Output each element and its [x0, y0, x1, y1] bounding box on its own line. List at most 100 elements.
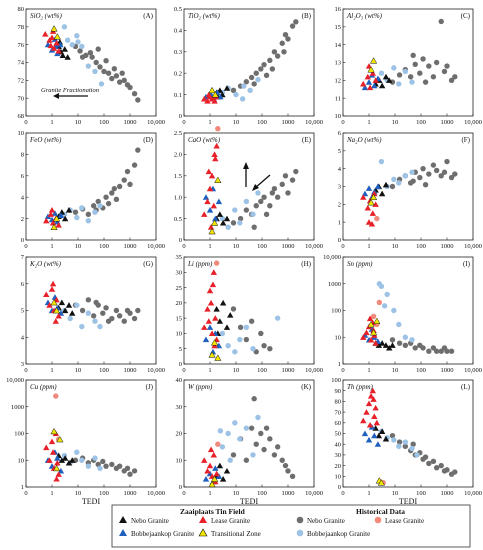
y-tick-label: 100	[331, 377, 341, 384]
y-tick-label: 0	[338, 484, 341, 491]
data-point	[116, 183, 123, 190]
data-point	[53, 39, 60, 46]
data-point	[121, 318, 127, 324]
data-point	[109, 75, 115, 82]
data-point	[43, 291, 50, 298]
data-point	[230, 306, 237, 312]
series-historical-lease-granite	[215, 126, 221, 132]
data-point	[420, 165, 426, 172]
y-tick-label: 1.5	[174, 173, 182, 180]
data-point	[219, 475, 227, 482]
legend-field-title: Zaaiplaats Tin Field	[180, 507, 246, 516]
y-tick-label: 25	[176, 285, 183, 292]
data-point	[216, 462, 224, 469]
data-point	[371, 82, 378, 89]
data-point	[100, 458, 106, 465]
y-tick-label: 68	[18, 113, 25, 120]
y-tick-label: 2.5	[174, 130, 182, 137]
data-point	[285, 36, 291, 42]
y-tick-label: 10	[335, 113, 342, 120]
data-point	[378, 428, 386, 434]
x-tick-label: 10,000	[305, 119, 323, 126]
y-tick-label: 10	[176, 331, 183, 338]
y-tick-label: 78	[18, 24, 25, 31]
data-point	[50, 427, 58, 435]
panel-variable-label: Li (ppm)	[187, 260, 213, 268]
series-field-transitional-zone	[208, 475, 219, 488]
data-point	[208, 351, 216, 358]
data-point	[44, 213, 52, 220]
data-point	[367, 393, 375, 399]
data-point	[85, 310, 92, 316]
data-point	[402, 334, 409, 340]
data-point	[375, 432, 383, 439]
data-point	[361, 84, 369, 91]
data-point	[58, 209, 66, 215]
data-point	[370, 313, 377, 320]
data-point	[369, 193, 378, 201]
panel-k: 0 10 20 30 40 0 1 10 100 1000 10,000 W (ppm) (K) TEDI	[176, 377, 323, 506]
x-tick-label: 1	[367, 490, 370, 497]
data-point	[267, 203, 273, 209]
y-tick-label: 6	[21, 281, 25, 288]
x-tick-label: 0	[341, 243, 344, 250]
series-field-nebo-granite	[55, 299, 76, 316]
x-tick-label: 100	[99, 119, 109, 126]
data-point	[243, 336, 250, 343]
data-point	[430, 458, 437, 465]
data-point	[258, 430, 264, 437]
series-field-lease-granite	[360, 63, 379, 91]
data-point	[215, 126, 221, 132]
data-point	[422, 182, 429, 188]
data-point	[202, 475, 210, 482]
data-point	[211, 342, 218, 349]
data-point	[74, 449, 80, 455]
data-point	[135, 97, 141, 103]
legend-marker-lease-hist	[374, 516, 382, 524]
series-historical-bobbejaankop-granite	[376, 281, 415, 343]
plot-frame	[342, 256, 474, 365]
data-point	[279, 457, 285, 463]
data-point	[230, 220, 237, 226]
panel-variable-label: Na₂O (wt%)	[346, 136, 382, 144]
data-point	[251, 396, 257, 402]
series-historical-nebo-granite	[389, 158, 458, 190]
data-point	[438, 462, 444, 469]
x-tick-label: 1	[367, 243, 370, 250]
data-point	[274, 315, 281, 321]
data-point	[54, 459, 61, 466]
x-tick-label: 100	[99, 367, 109, 374]
x-tick-label: 0	[182, 490, 185, 497]
data-point	[121, 77, 127, 84]
data-point	[368, 220, 376, 227]
data-point	[105, 70, 112, 76]
data-point	[396, 180, 402, 186]
data-point	[89, 54, 95, 60]
data-point	[79, 323, 85, 330]
data-point	[433, 167, 440, 174]
data-point	[366, 315, 374, 322]
x-tick-label: 100	[416, 367, 426, 374]
data-point	[376, 281, 383, 287]
data-point	[46, 302, 53, 308]
data-point	[47, 211, 55, 217]
y-tick-label: 10	[335, 474, 342, 481]
data-point	[232, 349, 238, 355]
data-point	[213, 142, 220, 149]
data-point	[251, 81, 257, 87]
y-tick-label: 72	[18, 78, 25, 85]
data-point	[361, 430, 369, 437]
x-tick-label: 10,000	[464, 490, 482, 497]
x-tick-label: 0	[182, 367, 185, 374]
data-point	[51, 210, 59, 216]
data-point	[210, 451, 217, 458]
y-tick-label: 90	[335, 388, 342, 395]
data-point	[293, 168, 299, 175]
data-point	[206, 462, 214, 469]
data-point	[227, 457, 233, 463]
data-point	[402, 443, 409, 450]
data-point	[212, 465, 219, 471]
y-tick-label: 74	[18, 60, 25, 67]
data-point	[217, 428, 224, 434]
data-point	[113, 196, 120, 203]
